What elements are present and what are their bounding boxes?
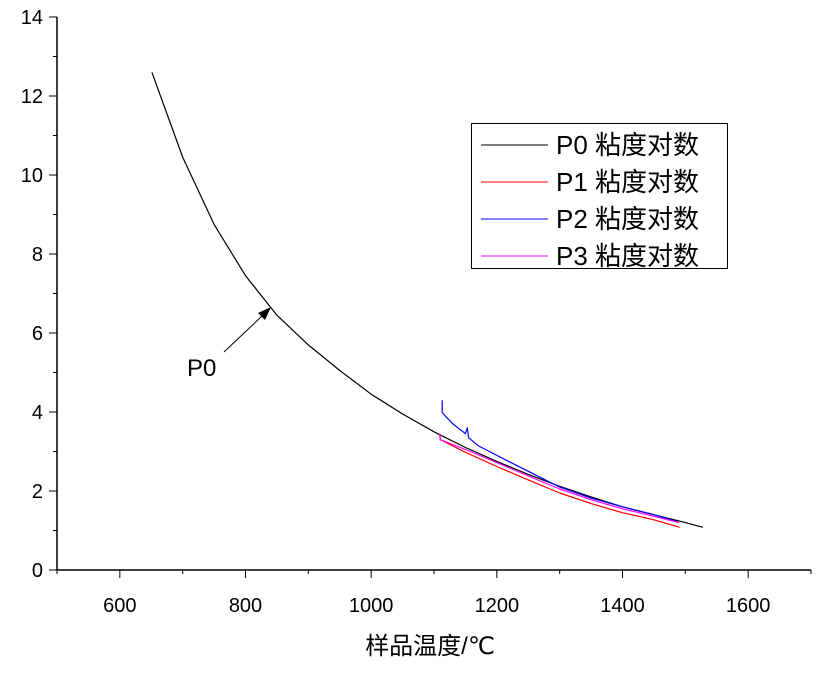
legend-label-p0: P0 粘度对数 bbox=[556, 130, 699, 160]
legend: P0 粘度对数 P1 粘度对数 P2 粘度对数 P3 粘度对数 bbox=[471, 123, 728, 271]
annotation-label: P0 bbox=[187, 355, 216, 382]
annotation: P0 bbox=[187, 307, 271, 382]
series-line-p2 bbox=[441, 400, 678, 523]
y-tick-label: 14 bbox=[21, 7, 43, 29]
y-tick-label: 4 bbox=[32, 402, 43, 424]
x-tick-label: 1200 bbox=[475, 595, 520, 617]
y-tick-label: 6 bbox=[32, 323, 43, 345]
annotation-arrow bbox=[223, 315, 263, 353]
series-line-p3 bbox=[439, 433, 680, 524]
arrow-head bbox=[258, 307, 271, 320]
legend-box bbox=[471, 123, 728, 269]
y-tick-label: 8 bbox=[32, 244, 43, 266]
legend-label-p3: P3 粘度对数 bbox=[556, 241, 699, 271]
legend-label-p1: P1 粘度对数 bbox=[556, 167, 699, 197]
legend-label-p2: P2 粘度对数 bbox=[556, 204, 699, 234]
x-tick-label: 1600 bbox=[726, 595, 771, 617]
series-lines bbox=[151, 72, 704, 528]
x-tick-label: 1000 bbox=[349, 595, 394, 617]
y-tick-label: 0 bbox=[32, 560, 43, 582]
x-axis-label: 样品温度/℃ bbox=[365, 633, 495, 660]
y-tick-label: 12 bbox=[21, 86, 43, 108]
x-tick-label: 1400 bbox=[600, 595, 645, 617]
y-tick-label: 10 bbox=[21, 165, 43, 187]
y-tick-label: 2 bbox=[32, 481, 43, 503]
x-tick-label: 800 bbox=[229, 595, 262, 617]
axes: 600 800 1000 1200 1400 1600 0 2 4 6 8 10 12 14 bbox=[21, 7, 812, 617]
x-tick-label: 600 bbox=[103, 595, 136, 617]
series-line-p1 bbox=[439, 433, 680, 528]
